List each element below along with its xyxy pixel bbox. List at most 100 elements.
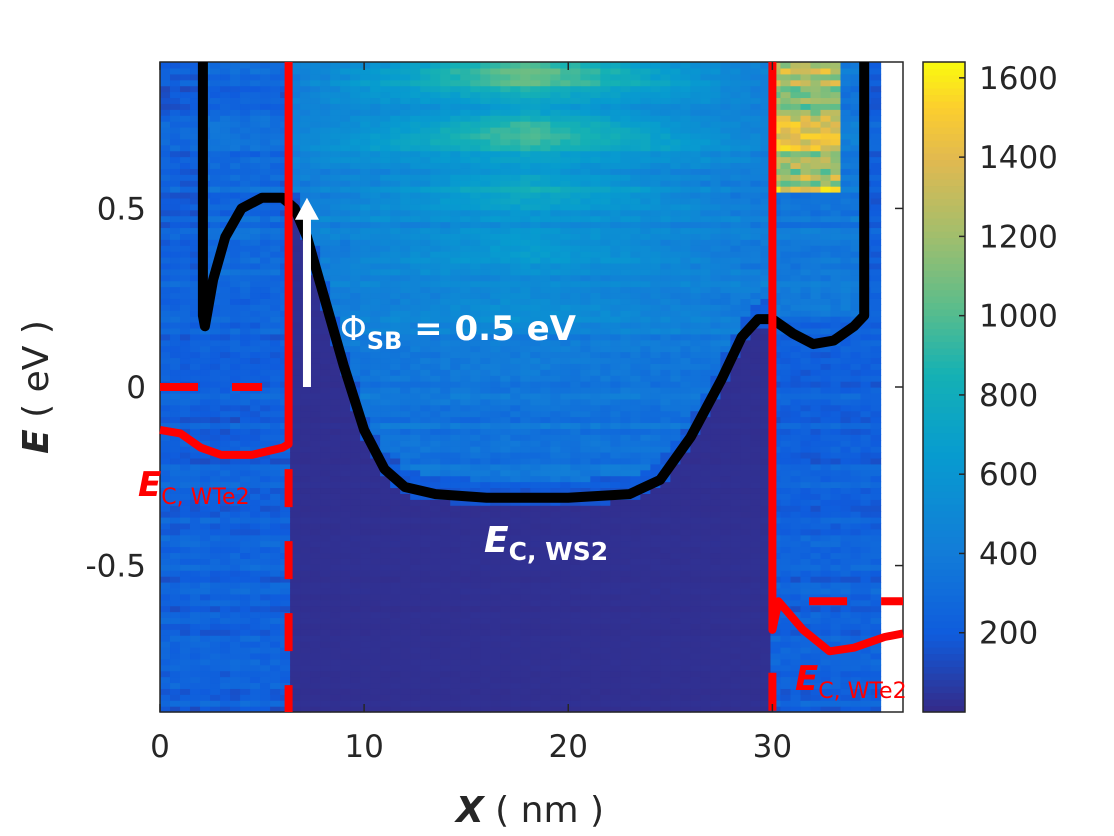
- heatmap-cell: [400, 221, 411, 229]
- heatmap-cell: [510, 262, 521, 270]
- heatmap-cell: [520, 463, 531, 471]
- heatmap-cell: [190, 658, 201, 666]
- heatmap-cell: [520, 676, 531, 684]
- heatmap-cell: [600, 623, 611, 630]
- heatmap-cell: [270, 700, 281, 707]
- heatmap-cell: [610, 463, 621, 471]
- heatmap-cell: [420, 387, 431, 394]
- heatmap-cell: [450, 286, 461, 294]
- heatmap-cell: [430, 463, 441, 471]
- heatmap-cell: [590, 292, 601, 299]
- heatmap-cell: [390, 138, 401, 146]
- heatmap-cell: [440, 357, 451, 364]
- heatmap-cell: [480, 387, 491, 394]
- heatmap-cell: [270, 552, 281, 559]
- heatmap-cell: [200, 587, 211, 595]
- heatmap-cell: [160, 587, 171, 595]
- heatmap-cell: [440, 363, 451, 370]
- heatmap-cell: [460, 658, 471, 666]
- heatmap-cell: [520, 469, 531, 477]
- heatmap-cell: [310, 316, 321, 323]
- heatmap-cell: [320, 511, 331, 518]
- heatmap-cell: [330, 392, 341, 400]
- heatmap-cell: [350, 286, 361, 294]
- heatmap-cell: [370, 611, 381, 619]
- heatmap-cell: [470, 546, 481, 554]
- heatmap-cell: [500, 564, 511, 571]
- heatmap-cell: [430, 670, 441, 678]
- heatmap-cell: [560, 91, 571, 99]
- heatmap-cell: [200, 369, 211, 376]
- heatmap-cell: [510, 333, 521, 341]
- heatmap-cell: [160, 564, 171, 571]
- heatmap-cell: [250, 150, 261, 158]
- heatmap-cell: [250, 469, 261, 477]
- heatmap-cell: [340, 186, 351, 193]
- heatmap-cell: [330, 138, 341, 146]
- heatmap-cell: [270, 706, 281, 713]
- heatmap-cell: [560, 605, 571, 613]
- heatmap-cell: [160, 670, 171, 678]
- heatmap-cell: [280, 528, 291, 536]
- heatmap-cell: [400, 517, 411, 524]
- heatmap-cell: [450, 121, 461, 128]
- heatmap-cell: [430, 363, 441, 370]
- heatmap-cell: [310, 387, 321, 394]
- heatmap-cell: [500, 635, 511, 642]
- heatmap-cell: [320, 387, 331, 394]
- heatmap-cell: [600, 221, 611, 229]
- heatmap-cell: [520, 257, 531, 264]
- heatmap-cell: [480, 392, 491, 400]
- heatmap-cell: [540, 587, 551, 595]
- heatmap-cell: [400, 570, 411, 577]
- heatmap-cell: [590, 664, 601, 672]
- heatmap-cell: [460, 641, 471, 648]
- heatmap-cell: [420, 339, 431, 347]
- heatmap-cell: [460, 582, 471, 589]
- heatmap-cell: [420, 245, 431, 252]
- heatmap-cell: [560, 387, 571, 394]
- heatmap-cell: [310, 121, 321, 128]
- heatmap-cell: [480, 446, 491, 453]
- heatmap-cell: [330, 251, 341, 258]
- heatmap-cell: [330, 587, 341, 595]
- heatmap-cell: [540, 274, 551, 282]
- heatmap-cell: [390, 197, 401, 205]
- heatmap-cell: [220, 262, 231, 270]
- heatmap-cell: [540, 339, 551, 347]
- heatmap-cell: [230, 641, 241, 648]
- heatmap-cell: [580, 582, 591, 589]
- heatmap-cell: [220, 700, 231, 707]
- heatmap-cell: [290, 552, 301, 559]
- heatmap-cell: [610, 546, 621, 554]
- heatmap-cell: [190, 339, 201, 347]
- heatmap-cell: [530, 706, 541, 713]
- heatmap-cell: [530, 115, 541, 122]
- heatmap-cell: [590, 499, 601, 506]
- heatmap-cell: [300, 546, 311, 554]
- heatmap-cell: [240, 398, 251, 406]
- heatmap-cell: [390, 505, 401, 512]
- heatmap-cell: [490, 635, 501, 642]
- heatmap-cell: [490, 310, 501, 317]
- heatmap-cell: [490, 369, 501, 376]
- heatmap-cell: [590, 688, 601, 695]
- heatmap-cell: [320, 534, 331, 542]
- heatmap-cell: [320, 197, 331, 205]
- heatmap-cell: [360, 121, 371, 128]
- heatmap-cell: [330, 268, 341, 276]
- heatmap-cell: [290, 369, 301, 376]
- heatmap-cell: [400, 192, 411, 199]
- heatmap-cell: [580, 239, 591, 246]
- heatmap-cell: [240, 440, 251, 447]
- heatmap-cell: [380, 174, 391, 181]
- heatmap-cell: [250, 623, 261, 630]
- heatmap-cell: [480, 647, 491, 654]
- heatmap-cell: [540, 227, 551, 234]
- heatmap-cell: [370, 605, 381, 613]
- heatmap-cell: [230, 629, 241, 636]
- heatmap-cell: [530, 351, 541, 359]
- heatmap-cell: [250, 611, 261, 619]
- heatmap-cell: [400, 398, 411, 406]
- heatmap-cell: [430, 327, 441, 335]
